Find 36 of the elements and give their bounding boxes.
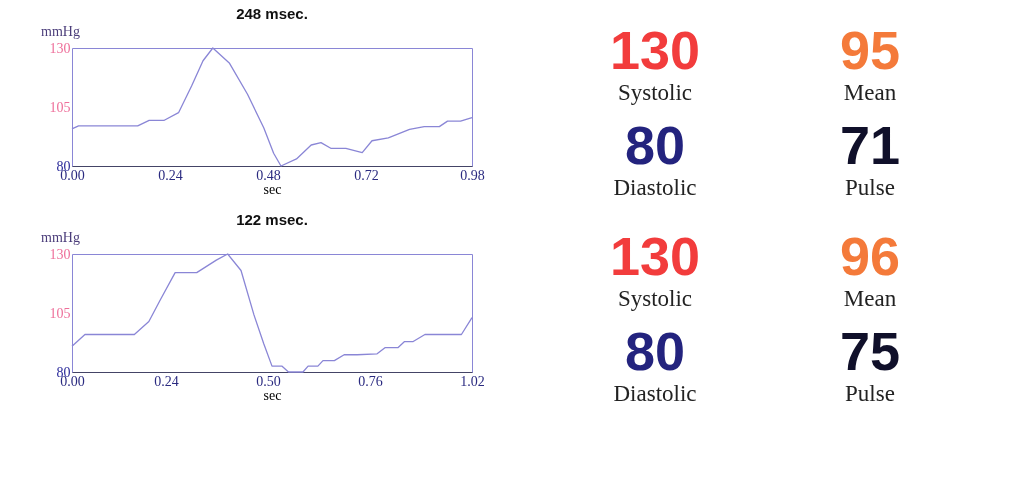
x-tick-label: 0.48: [256, 167, 281, 183]
category-label: Pulse: [845, 175, 895, 200]
x-axis-title: sec: [263, 181, 282, 197]
x-tick-label: 0.24: [154, 373, 179, 389]
x-tick-label: 0.24: [158, 167, 183, 183]
x-tick-label: 0.50: [256, 373, 281, 389]
data-label: 130: [609, 226, 701, 286]
y-axis-title: mmHg: [41, 23, 80, 39]
chart-title: 122 msec.: [236, 211, 308, 228]
data-label: 130: [609, 20, 701, 80]
y-tick-label: 105: [49, 305, 71, 321]
category-label: Diastolic: [613, 381, 697, 406]
data-label: 95: [839, 20, 901, 80]
x-tick-label: 0.98: [460, 167, 485, 183]
x-tick-label: 0.76: [358, 373, 383, 389]
y-axis-title: mmHg: [41, 229, 80, 245]
x-tick-label: 1.02: [460, 373, 485, 389]
x-tick-label: 0.72: [354, 167, 379, 183]
line-series: [71, 47, 473, 167]
data-label: 75: [839, 321, 901, 381]
data-label: 80: [624, 115, 686, 175]
chart-title: 248 msec.: [236, 5, 308, 22]
data-label: 71: [839, 115, 901, 175]
category-label: Mean: [843, 286, 897, 311]
y-tick-label: 130: [49, 40, 71, 56]
category-label: Pulse: [845, 381, 895, 406]
data-label: 96: [839, 226, 901, 286]
category-label: Diastolic: [613, 175, 697, 200]
category-label: Systolic: [617, 80, 693, 105]
y-tick-label: 130: [49, 246, 71, 262]
category-label: Mean: [843, 80, 897, 105]
category-label: Systolic: [617, 286, 693, 311]
data-label: 80: [624, 321, 686, 381]
y-tick-label: 105: [49, 99, 71, 115]
line-series: [71, 253, 473, 373]
x-axis-title: sec: [263, 387, 282, 403]
